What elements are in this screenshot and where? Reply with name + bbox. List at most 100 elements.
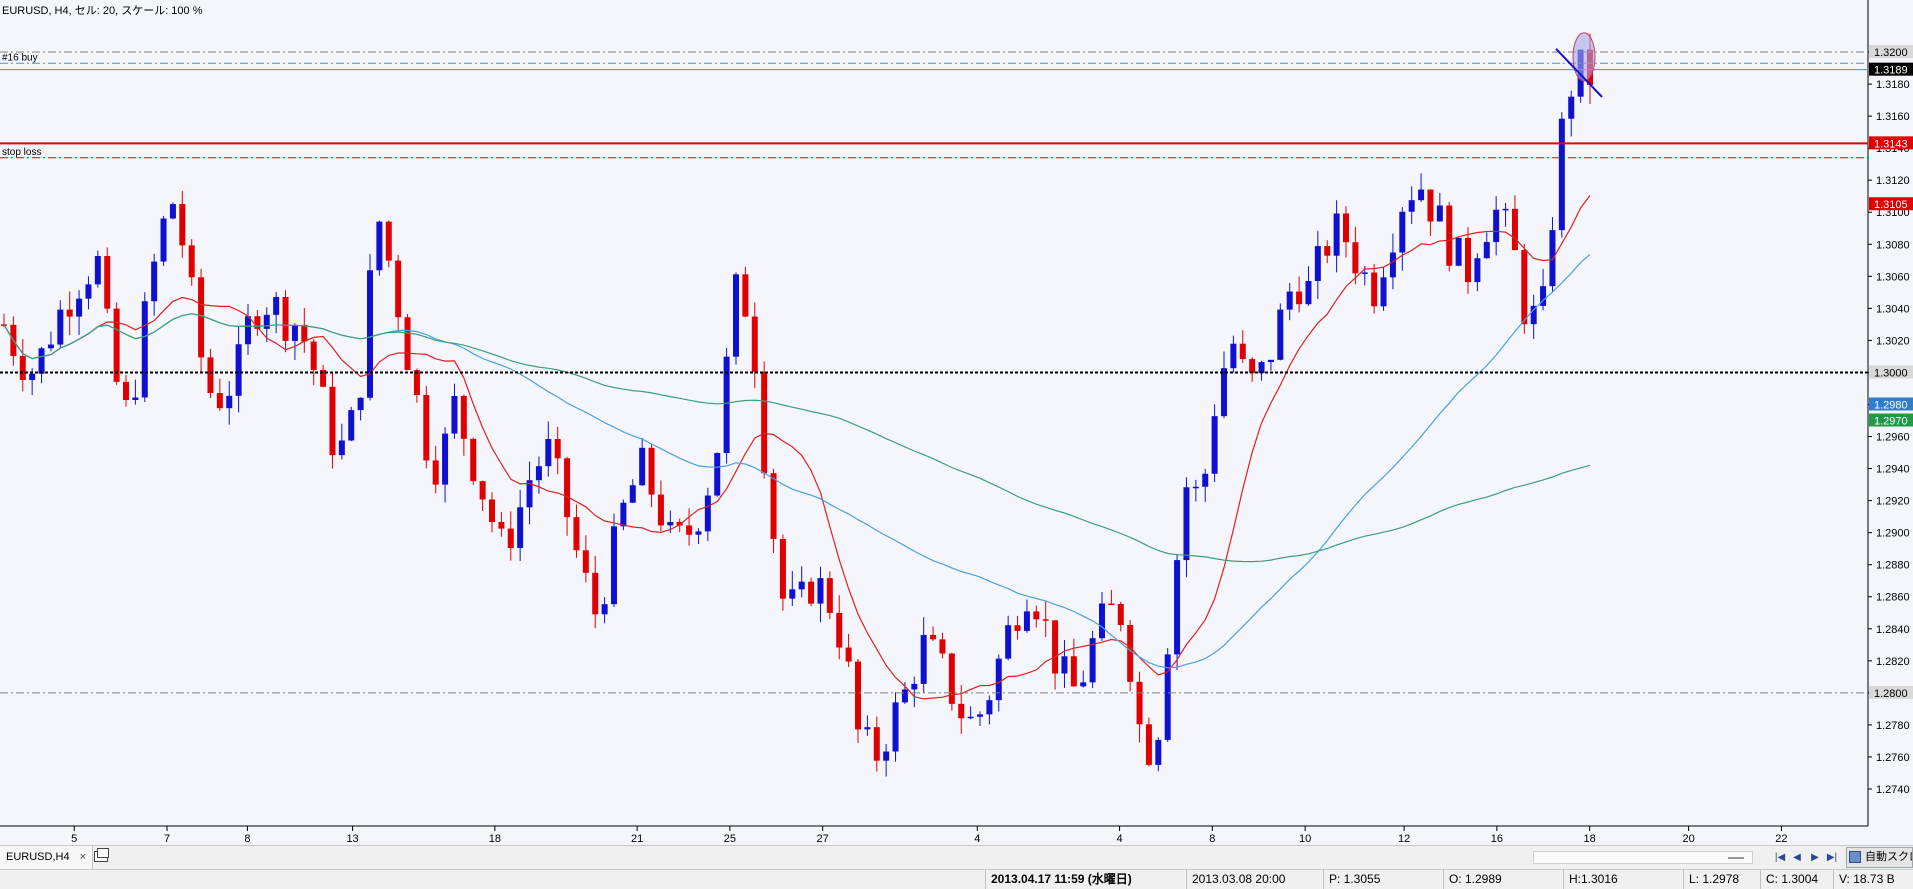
candle-body [1230,343,1237,369]
ma-short-line [3,195,1591,700]
candle-body [216,393,223,409]
price-tick-label: 1.3160 [1876,111,1910,123]
candle-body [1568,96,1575,119]
chart-title: EURUSD, H4, セル: 20, スケール: 100 % [2,5,203,17]
price-tick-label: 1.3020 [1876,335,1910,347]
candle-body [479,481,486,500]
date-tick-label: 5 [71,833,77,845]
candle-body [1314,246,1321,281]
candle-body [995,658,1002,701]
candle-body [770,473,777,539]
candle-body [948,653,955,704]
candle-body [1446,205,1453,266]
candle-body [188,245,195,278]
candle-body [517,507,524,548]
last-page-icon[interactable]: ▶| [1826,852,1838,863]
candle-body [1305,280,1312,305]
candle-body [226,395,233,409]
candle-body [348,410,355,441]
candle-body [507,528,514,548]
price-tag-box [1869,45,1913,59]
candle-body [582,550,589,573]
candle-body [1202,473,1209,487]
chart-tab-bar: EURUSD,H4 × |◀ ◀ ▶ ▶| 自動スクロール [0,845,1913,869]
candle-body [930,634,937,640]
candle-body [798,581,805,590]
price-tick-label: 1.2900 [1876,528,1910,540]
candle-body [207,357,214,394]
chart-scrollbar[interactable] [1533,851,1753,864]
autoscroll-button[interactable]: 自動スクロール [1846,847,1913,868]
candle-body [1005,625,1012,659]
candle-body [639,447,646,486]
candle-body [1267,359,1274,363]
candle-body [1399,211,1406,253]
candle-body [451,395,458,434]
date-tick-label: 18 [489,833,501,845]
candle-body [564,458,571,518]
candle-body [1099,603,1105,639]
tab-eurusd-h4[interactable]: EURUSD,H4 × [0,846,94,869]
candle-body [395,260,402,318]
candle-body [526,480,533,508]
candle-body [686,525,693,535]
candle-body [1361,272,1368,274]
candle-body [273,297,280,315]
first-page-icon[interactable]: |◀ [1774,852,1786,863]
candle-body [751,316,758,372]
price-tick-label: 1.3060 [1876,271,1910,283]
candle-body [808,581,815,604]
candle-body [123,381,129,401]
candle-body [179,204,186,246]
price-chart[interactable]: 1.32001.31801.31601.31401.31201.31001.30… [0,0,1913,845]
tab-label: EURUSD,H4 [6,851,70,863]
candle-body [742,274,749,317]
candle-body [1080,682,1087,687]
indicator-tag-box [1869,397,1913,411]
candle-body [94,256,101,285]
candle-body [235,344,242,396]
prev-page-icon[interactable]: ◀ [1793,852,1801,863]
candle-body [1108,603,1115,606]
candle-body [1033,611,1040,620]
candle-body [592,572,599,615]
candle-body [1070,656,1077,687]
candle-body [1549,230,1556,287]
price-tag-label: 1.3000 [1874,367,1908,379]
order-marker [1572,32,1596,82]
date-tick-label: 10 [1299,833,1311,845]
candle-body [789,589,796,599]
indicator-tag-box [1869,413,1913,427]
candle-body [442,433,449,485]
candle-body [648,447,655,495]
candle-body [1061,656,1068,674]
close-tab-icon[interactable]: × [79,851,87,863]
price-tag-label: 1.2800 [1874,688,1908,700]
price-tick-label: 1.3120 [1876,175,1910,187]
date-tick-label: 27 [817,833,829,845]
candle-body [57,309,64,345]
candle-body [967,716,974,719]
window-switch-icon[interactable] [94,848,109,862]
chart-area[interactable]: 1.32001.31801.31601.31401.31201.31001.30… [0,0,1913,845]
candle-body [1174,560,1181,655]
candle-body [1117,604,1124,625]
next-page-icon[interactable]: ▶ [1811,852,1819,863]
candle-body [873,727,880,761]
price-tick-label: 1.2840 [1876,624,1910,636]
status-price: P: 1.3055 [1323,870,1380,889]
date-tick-label: 21 [631,833,643,845]
candle-body [29,373,36,381]
date-tick-label: 25 [724,833,736,845]
candle-body [695,531,702,535]
candle-body [1145,724,1152,765]
candle-body [198,277,205,358]
candle-body [1258,362,1265,374]
candle-body [1436,205,1443,222]
price-tag-box [1869,62,1913,76]
candle-body [1014,625,1021,631]
candle-body [1408,200,1415,212]
indicator-tag-label: 1.2970 [1874,416,1908,428]
candle-body [132,397,139,401]
candle-body [723,356,730,454]
